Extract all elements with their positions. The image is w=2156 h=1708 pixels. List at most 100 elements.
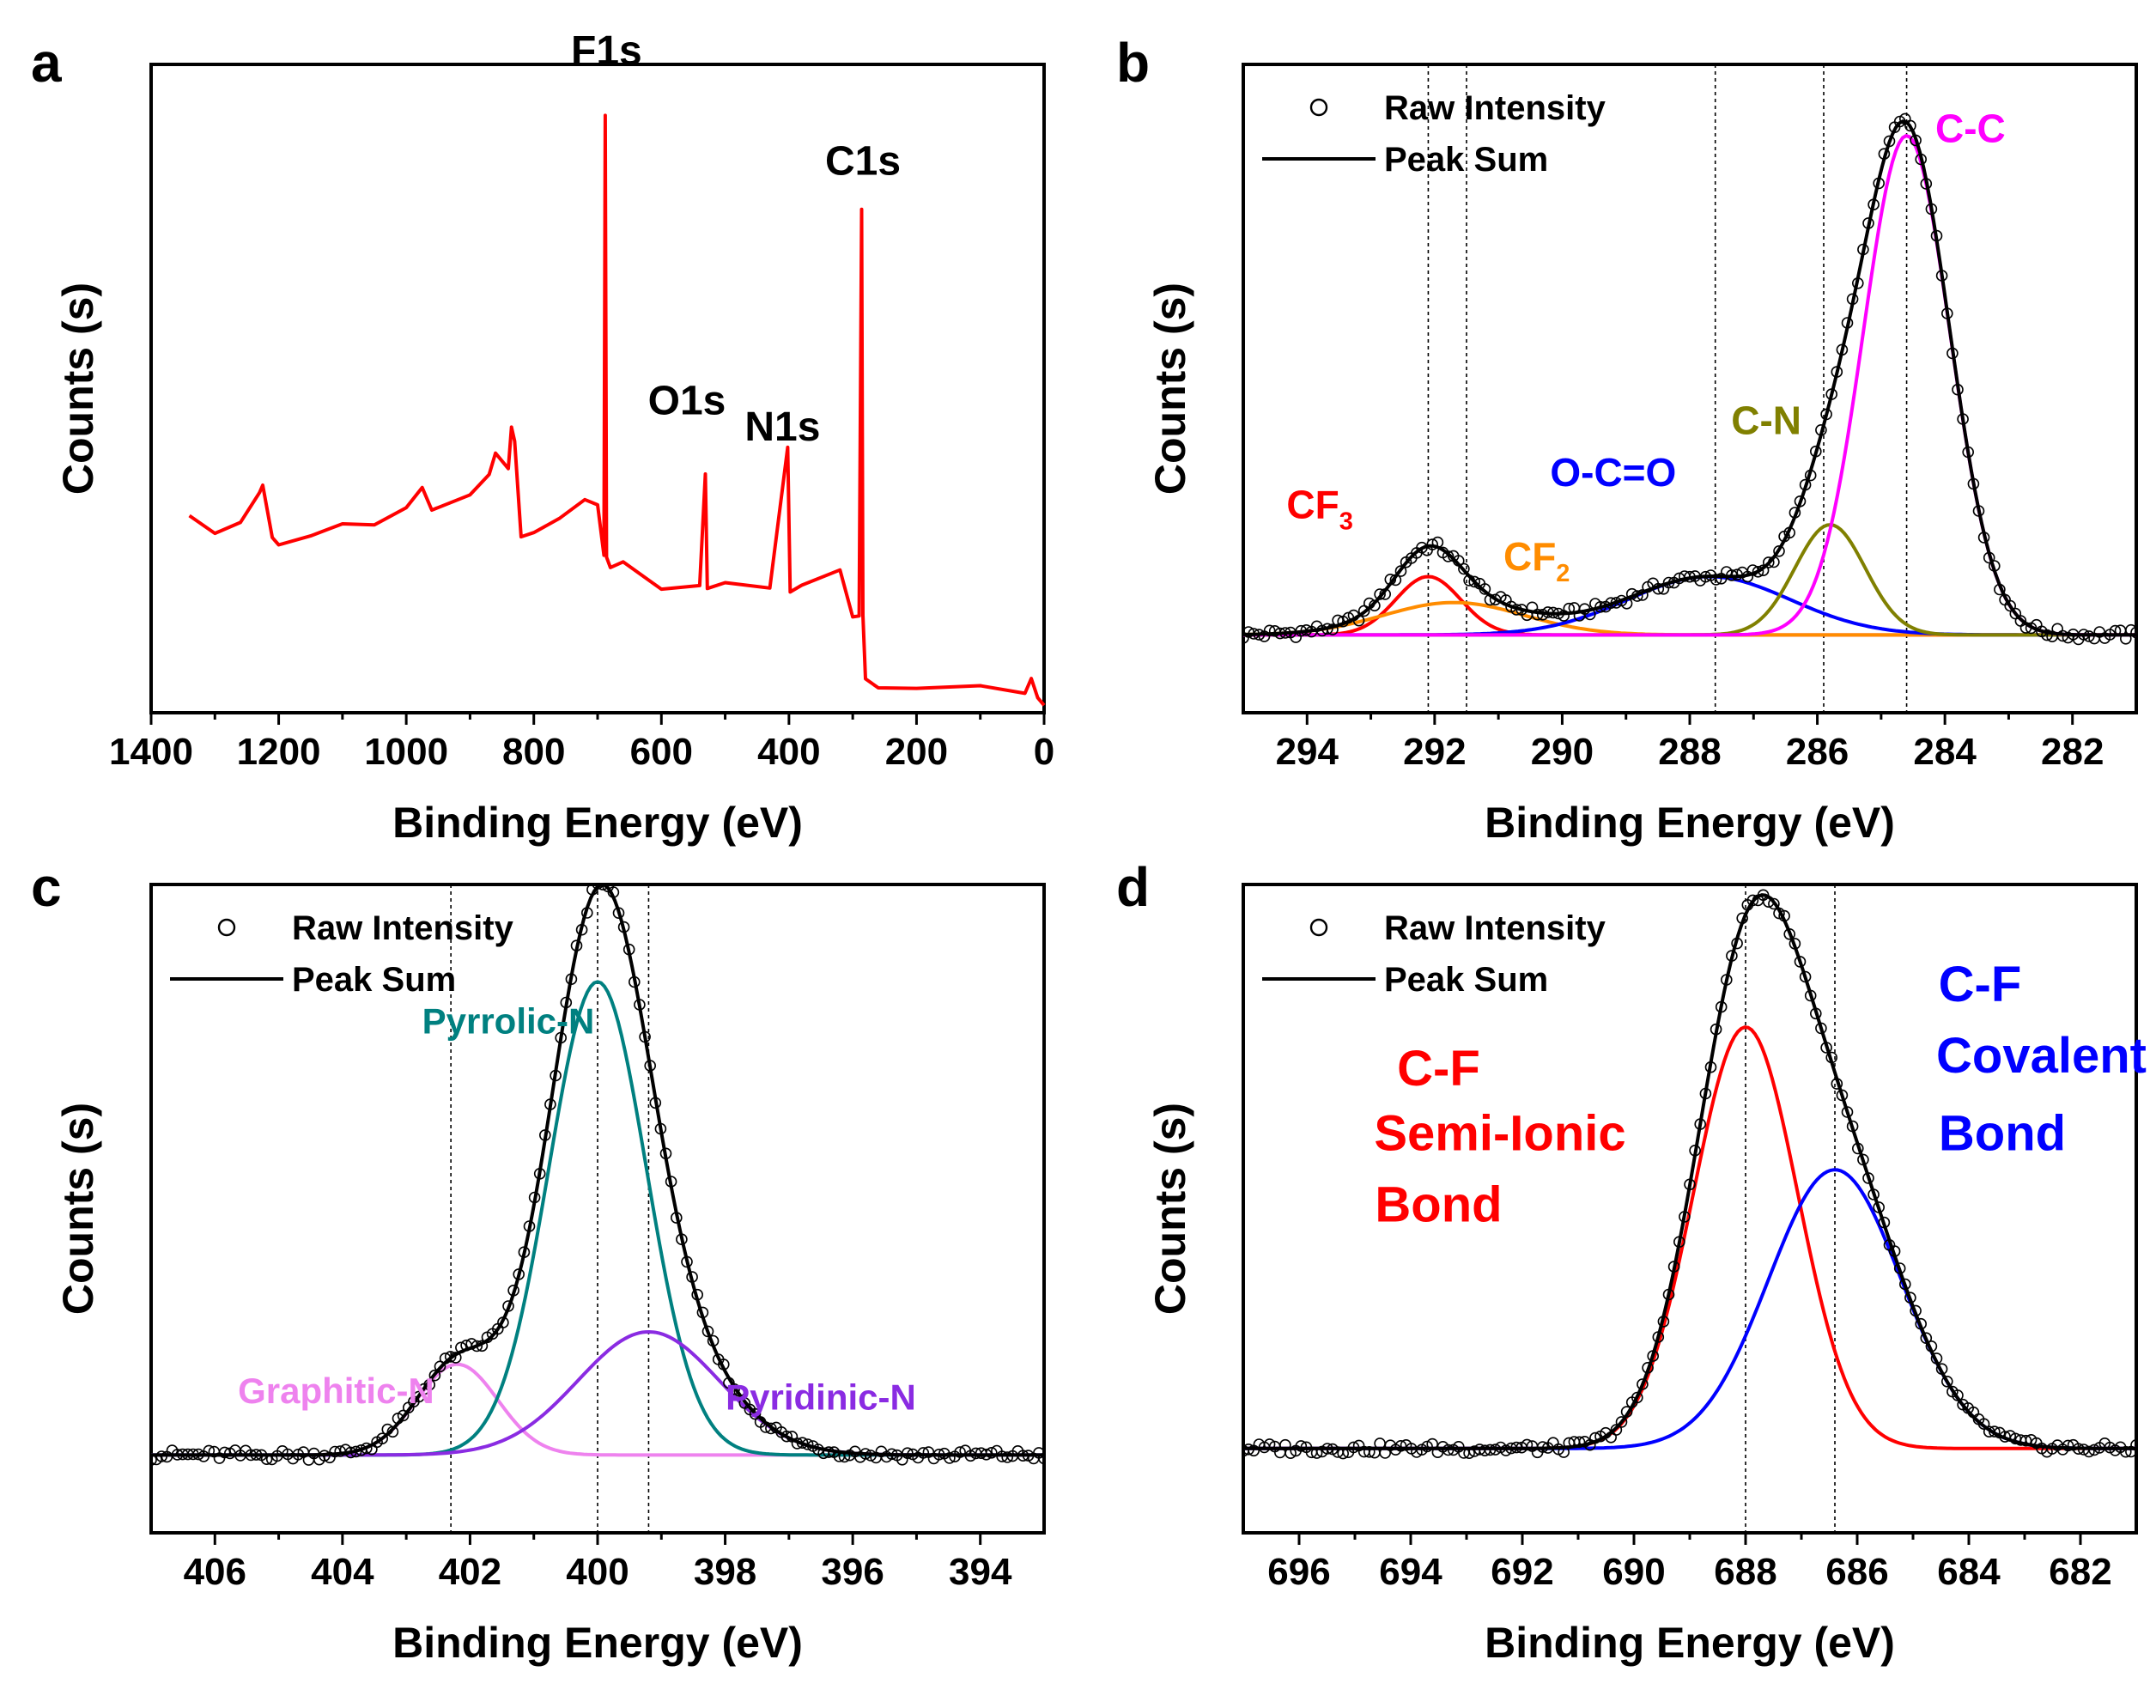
x-tick-label: 1000 [364, 731, 448, 773]
raw-intensity-point [1773, 544, 1785, 557]
x-tick-label: 396 [821, 1551, 884, 1593]
peak-annotation: Semi-Ionic [1374, 1106, 1625, 1162]
x-tick-label: 290 [1531, 731, 1594, 773]
y-axis-label: Counts (s) [54, 283, 102, 495]
x-tick-label: 288 [1658, 731, 1721, 773]
raw-intensity-point [1637, 1378, 1649, 1390]
x-tick-label: 800 [502, 731, 565, 773]
panel-letter: c [31, 856, 62, 918]
peak-annotation: Bond [1939, 1106, 2066, 1162]
plot-area [1243, 64, 2136, 713]
raw-intensity-point [397, 1409, 410, 1422]
x-tick-label: 690 [1602, 1551, 1665, 1593]
annotation-text: C-F [1397, 1041, 1480, 1097]
annotation-text: Semi-Ionic [1374, 1106, 1625, 1162]
legend-raw-label: Raw Intensity [1384, 909, 1606, 947]
peak-sum-line [151, 884, 1044, 1457]
panel-d: d 696 694 692 690 688 686 684 682 Binding Energy… [1116, 856, 2147, 1667]
x-tick-label: 400 [566, 1551, 629, 1593]
annotation-text: N1s [744, 404, 820, 450]
x-tick-label: 400 [757, 731, 820, 773]
annotation-text: C-C [1935, 106, 2006, 151]
annotation-text: Bond [1375, 1177, 1502, 1233]
x-axis-label: Binding Energy (eV) [392, 1619, 803, 1667]
raw-intensity-point [1426, 538, 1438, 550]
panel-letter: d [1116, 856, 1150, 918]
raw-intensity-point [151, 1454, 157, 1466]
legend-raw-marker [1309, 98, 1328, 117]
peak-sum-line [1243, 893, 2136, 1450]
raw-intensity-point [1500, 1444, 1512, 1456]
peak-annotation: C-F [1939, 957, 2022, 1012]
component-peak-line [1243, 133, 2136, 637]
panel-a: a 1400 1200 1000 800 600 400 200 0 Binding Energ… [31, 28, 1054, 847]
raw-intensity-point [1752, 565, 1764, 578]
peak-annotation: C-N [1731, 398, 1801, 442]
x-tick-label: 686 [1825, 1551, 1888, 1593]
peak-annotation: F1s [571, 28, 642, 74]
raw-intensity-point [1631, 1391, 1643, 1404]
x-axis-label: Binding Energy (eV) [1485, 799, 1895, 847]
annotation-text: Pyrrolic-N [422, 1001, 595, 1042]
peak-annotation: Graphitic-N [238, 1371, 434, 1411]
raw-intensity-point [2004, 599, 2016, 612]
x-tick-label: 402 [439, 1551, 501, 1593]
x-tick-label: 688 [1714, 1551, 1776, 1593]
peak-annotation: Pyrrolic-N [422, 1001, 595, 1042]
panel-letter: b [1116, 32, 1150, 94]
x-tick-label: 692 [1491, 1551, 1553, 1593]
x-tick-label: 1400 [109, 731, 193, 773]
plot-area [1243, 884, 2136, 1533]
x-tick-label: 292 [1403, 731, 1466, 773]
raw-intensity-point [986, 1447, 998, 1459]
raw-intensity-point [444, 1351, 457, 1363]
peak-annotation: C-C [1935, 106, 2006, 151]
x-tick-label: 1200 [237, 731, 321, 773]
legend-raw-label: Raw Intensity [1384, 89, 1606, 127]
annotation-text: C-N [1731, 398, 1801, 442]
legend-sum-label: Peak Sum [1384, 961, 1548, 999]
x-tick-label: 394 [949, 1551, 1012, 1593]
legend-sum-label: Peak Sum [1384, 141, 1548, 179]
x-tick-label: 284 [1913, 731, 1977, 773]
raw-intensity-point [954, 1446, 966, 1458]
raw-intensity-point [780, 1430, 793, 1443]
x-tick-label: 406 [184, 1551, 246, 1593]
x-tick-label: 694 [1379, 1551, 1442, 1593]
peak-annotation: O1s [648, 379, 726, 424]
raw-intensity-point [1458, 562, 1470, 575]
y-axis-label: Counts (s) [1146, 1103, 1194, 1315]
raw-intensity-point [2041, 629, 2053, 641]
peak-annotation: C1s [825, 138, 901, 184]
peak-annotation: Pyridinic-N [726, 1377, 916, 1418]
peak-annotation: N1s [744, 404, 820, 450]
annotation-subscript: 3 [1339, 508, 1353, 536]
raw-intensity-point [917, 1447, 930, 1459]
x-tick-label: 286 [1786, 731, 1849, 773]
raw-intensity-point [1421, 1440, 1433, 1453]
x-tick-label: 398 [694, 1551, 756, 1593]
raw-intensity-point [1610, 1424, 1623, 1436]
survey-series-line [188, 113, 1046, 707]
annotation-text: Covalent [1936, 1028, 2147, 1084]
raw-intensity-point [1394, 1440, 1407, 1452]
peak-annotation: Bond [1375, 1177, 1502, 1233]
annotation-text: Bond [1939, 1106, 2066, 1162]
legend-raw-marker [1309, 918, 1328, 937]
x-tick-label: 696 [1267, 1551, 1330, 1593]
panel-letter: a [31, 32, 62, 94]
raw-intensity-point [2062, 1439, 2074, 1452]
y-axis-label: Counts (s) [54, 1103, 102, 1315]
raw-intensity-point [428, 1369, 441, 1382]
x-axis-label: Binding Energy (eV) [392, 799, 803, 847]
peak-annotation: Covalent [1936, 1028, 2147, 1084]
raw-intensity-point [944, 1452, 956, 1464]
x-tick-label: 684 [1937, 1551, 2001, 1593]
annotation-text: O1s [648, 379, 726, 424]
raw-intensity-point [2083, 1445, 2095, 1458]
raw-intensity-point [1763, 556, 1775, 568]
raw-intensity-point [749, 1407, 762, 1420]
raw-intensity-point [1001, 1451, 1013, 1463]
annotation-text: Graphitic-N [238, 1371, 434, 1411]
raw-intensity-point [1295, 1440, 1308, 1452]
